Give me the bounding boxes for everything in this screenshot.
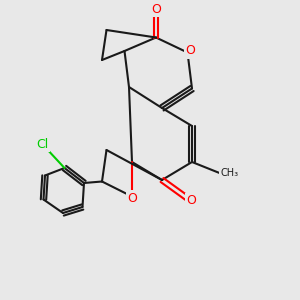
Text: O: O [187,194,196,208]
Text: Cl: Cl [37,137,49,151]
Text: O: O [127,191,137,205]
Text: O: O [151,3,161,16]
Text: CH₃: CH₃ [220,167,238,178]
Text: O: O [185,44,195,58]
